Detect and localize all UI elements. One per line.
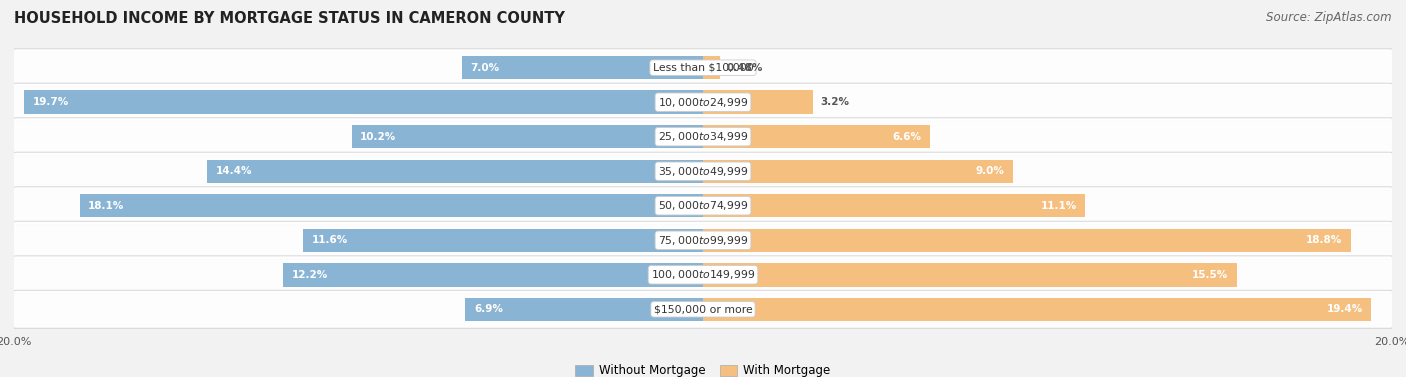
Bar — [703, 263, 1237, 287]
FancyBboxPatch shape — [13, 152, 1393, 190]
FancyBboxPatch shape — [13, 221, 1393, 259]
Bar — [703, 125, 931, 149]
Text: 11.6%: 11.6% — [312, 235, 349, 245]
FancyBboxPatch shape — [13, 187, 1393, 225]
Text: Less than $10,000: Less than $10,000 — [652, 63, 754, 73]
Text: $25,000 to $34,999: $25,000 to $34,999 — [658, 130, 748, 143]
Bar — [24, 90, 703, 114]
Bar — [352, 125, 703, 149]
Bar — [703, 90, 813, 114]
FancyBboxPatch shape — [13, 83, 1393, 121]
Bar — [703, 56, 720, 80]
Bar — [703, 228, 1351, 252]
Text: 3.2%: 3.2% — [820, 97, 849, 107]
Bar — [304, 228, 703, 252]
Text: $10,000 to $24,999: $10,000 to $24,999 — [658, 96, 748, 109]
Bar — [207, 159, 703, 183]
Text: 6.9%: 6.9% — [474, 304, 503, 314]
FancyBboxPatch shape — [13, 118, 1393, 156]
Text: 19.4%: 19.4% — [1326, 304, 1362, 314]
Text: 10.2%: 10.2% — [360, 132, 396, 142]
Bar — [703, 194, 1085, 218]
Text: 11.1%: 11.1% — [1040, 201, 1077, 211]
Text: $100,000 to $149,999: $100,000 to $149,999 — [651, 268, 755, 281]
Text: $75,000 to $99,999: $75,000 to $99,999 — [658, 234, 748, 247]
Text: HOUSEHOLD INCOME BY MORTGAGE STATUS IN CAMERON COUNTY: HOUSEHOLD INCOME BY MORTGAGE STATUS IN C… — [14, 11, 565, 26]
Legend: Without Mortgage, With Mortgage: Without Mortgage, With Mortgage — [575, 365, 831, 377]
Text: 18.8%: 18.8% — [1306, 235, 1341, 245]
Text: $150,000 or more: $150,000 or more — [654, 304, 752, 314]
Text: 19.7%: 19.7% — [32, 97, 69, 107]
Bar — [461, 56, 703, 80]
Bar — [465, 297, 703, 321]
FancyBboxPatch shape — [13, 49, 1393, 87]
Text: 9.0%: 9.0% — [976, 166, 1004, 176]
Text: 14.4%: 14.4% — [215, 166, 252, 176]
Text: $50,000 to $74,999: $50,000 to $74,999 — [658, 199, 748, 212]
Text: 18.1%: 18.1% — [89, 201, 124, 211]
Bar — [703, 159, 1012, 183]
Bar — [80, 194, 703, 218]
Text: Source: ZipAtlas.com: Source: ZipAtlas.com — [1267, 11, 1392, 24]
Text: 0.48%: 0.48% — [727, 63, 763, 73]
FancyBboxPatch shape — [13, 290, 1393, 328]
Text: 15.5%: 15.5% — [1192, 270, 1229, 280]
Text: $35,000 to $49,999: $35,000 to $49,999 — [658, 165, 748, 178]
Text: 6.6%: 6.6% — [893, 132, 922, 142]
Text: 12.2%: 12.2% — [291, 270, 328, 280]
Bar — [283, 263, 703, 287]
Text: 7.0%: 7.0% — [471, 63, 499, 73]
FancyBboxPatch shape — [13, 256, 1393, 294]
Bar — [703, 297, 1371, 321]
